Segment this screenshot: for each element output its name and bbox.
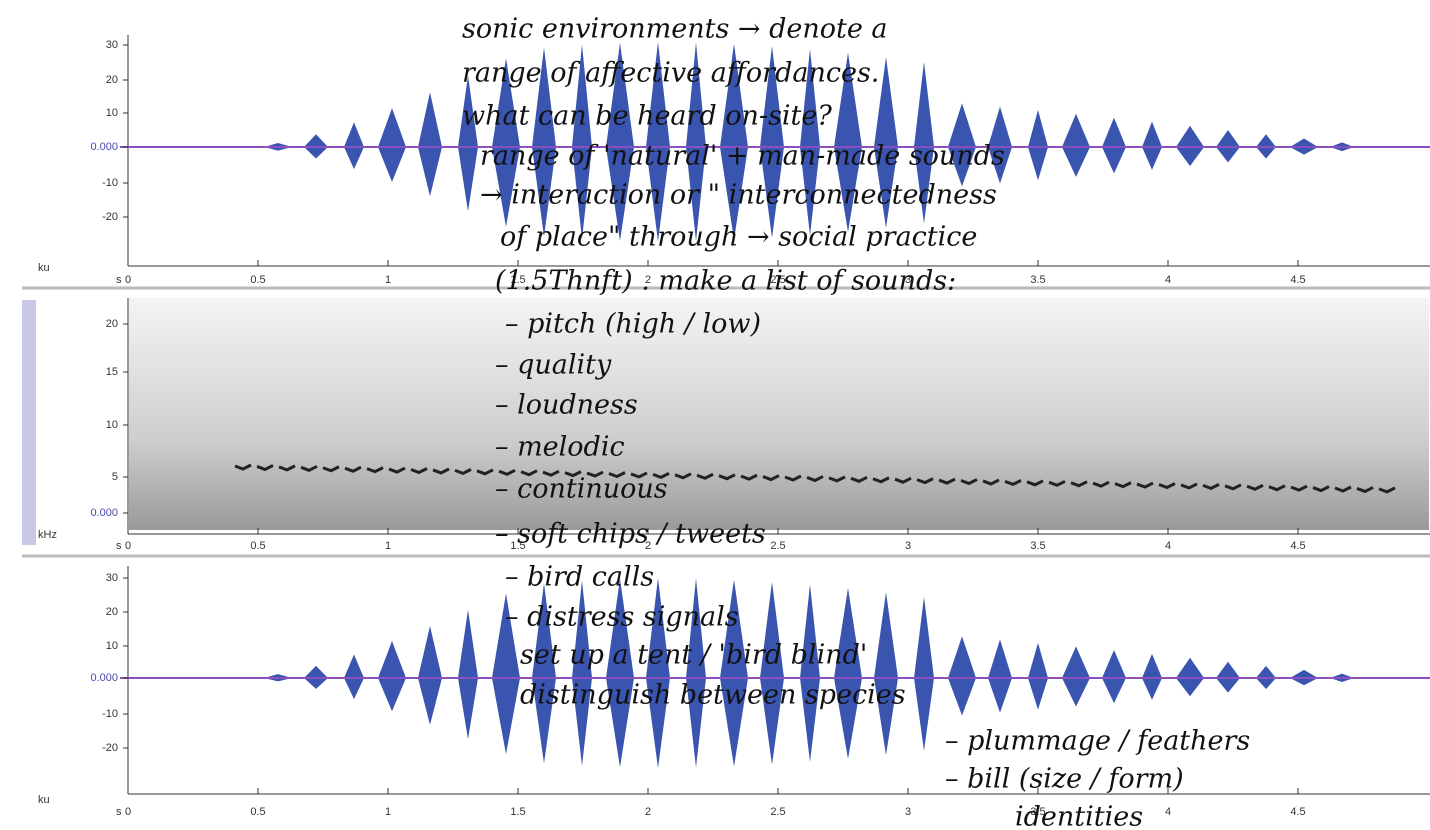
handwritten-note: – bird calls — [505, 562, 654, 593]
y-tick-label: 0.000 — [90, 672, 118, 684]
x-tick-label: 4 — [1165, 540, 1171, 552]
y-tick-label: 15 — [106, 366, 118, 378]
y-tick-label: 0.000 — [90, 507, 118, 519]
y-tick-label: 10 — [106, 640, 118, 652]
handwritten-note: set up a tent / 'bird blind' — [520, 640, 867, 671]
x-tick-label: 2.5 — [770, 806, 785, 818]
x-unit: s — [116, 540, 122, 552]
handwritten-note: sonic environments → denote a — [462, 14, 888, 45]
x-tick-label: 4.5 — [1290, 274, 1305, 286]
x-tick-label: 3 — [905, 540, 911, 552]
x-tick-label: 4.5 — [1290, 806, 1305, 818]
y-tick-label: 0.000 — [90, 141, 118, 153]
y-unit: ku — [38, 794, 50, 806]
x-tick-label: 0.5 — [250, 274, 265, 286]
y-unit: kHz — [38, 529, 57, 541]
x-tick-label: 0.5 — [250, 540, 265, 552]
y-tick-label: -20 — [102, 211, 118, 223]
y-tick-label: -10 — [102, 708, 118, 720]
y-unit: ku — [38, 262, 50, 274]
handwritten-note: identities — [1015, 802, 1143, 830]
spectrogram — [129, 298, 1429, 530]
handwritten-note: – pitch (high / low) — [505, 309, 761, 340]
handwritten-note: what can be heard on-site? — [462, 101, 832, 132]
x-tick-label: 3.5 — [1030, 274, 1045, 286]
y-tick-label: 30 — [106, 572, 118, 584]
y-tick-label: 20 — [106, 318, 118, 330]
handwritten-note: – bill (size / form) — [945, 764, 1184, 795]
x-tick-label: 0 — [125, 540, 131, 552]
x-tick-label: 1 — [385, 540, 391, 552]
y-tick-label: 20 — [106, 74, 118, 86]
handwritten-note: distinguish between species — [520, 680, 906, 711]
y-tick-label: 10 — [106, 419, 118, 431]
x-tick-label: 3 — [905, 806, 911, 818]
y-tick-label: 10 — [106, 107, 118, 119]
x-unit: s — [116, 274, 122, 286]
x-tick-label: 1 — [385, 806, 391, 818]
x-tick-label: 2 — [645, 806, 651, 818]
handwritten-note: – melodic — [495, 432, 625, 463]
handwritten-note: of place" through → social practice — [500, 222, 977, 253]
x-unit: s — [116, 806, 122, 818]
y-tick-label: -10 — [102, 177, 118, 189]
screenshot: 3020100.000-10-20kus00.511.522.533.544.5… — [0, 0, 1430, 830]
x-tick-label: 2.5 — [770, 540, 785, 552]
handwritten-note: (1.5Thnft) . make a list of sounds: — [495, 266, 956, 297]
y-tick-label: 5 — [112, 471, 118, 483]
handwritten-note: range of affective affordances. — [462, 58, 879, 89]
x-tick-label: 4 — [1165, 806, 1171, 818]
x-tick-label: 4.5 — [1290, 540, 1305, 552]
y-tick-label: -20 — [102, 742, 118, 754]
x-tick-label: 0 — [125, 274, 131, 286]
y-tick-label: 30 — [106, 39, 118, 51]
x-tick-label: 4 — [1165, 274, 1171, 286]
handwritten-note: – loudness — [495, 390, 638, 421]
x-tick-label: 1 — [385, 274, 391, 286]
y-tick-label: 20 — [106, 606, 118, 618]
handwritten-note: – quality — [495, 350, 612, 381]
handwritten-note: – plummage / feathers — [945, 726, 1250, 757]
x-tick-label: 0 — [125, 806, 131, 818]
handwritten-note: – continuous — [495, 474, 668, 505]
handwritten-note: range of 'natural' + man-made sounds — [480, 141, 1005, 172]
x-tick-label: 1.5 — [510, 806, 525, 818]
handwritten-note: → interaction or " interconnectedness — [480, 180, 997, 211]
x-tick-label: 0.5 — [250, 806, 265, 818]
selection-bar — [22, 300, 36, 545]
x-tick-label: 3.5 — [1030, 540, 1045, 552]
handwritten-note: – distress signals — [505, 602, 739, 633]
handwritten-note: – soft chips / tweets — [495, 519, 766, 550]
